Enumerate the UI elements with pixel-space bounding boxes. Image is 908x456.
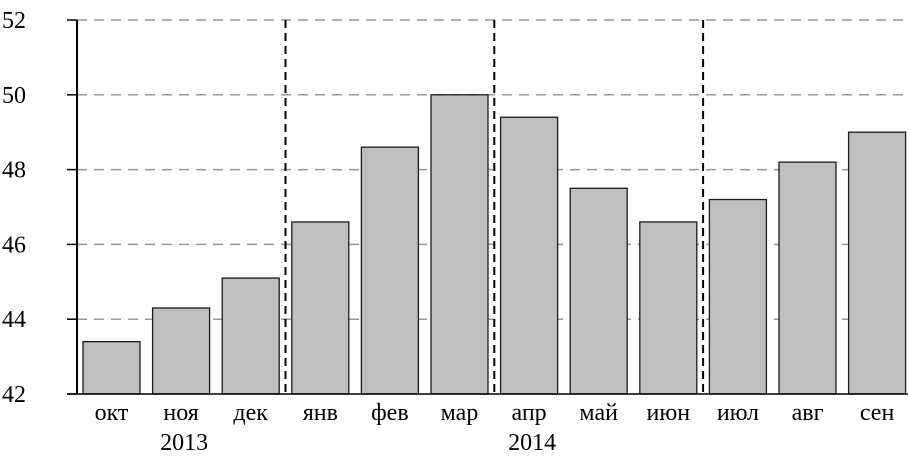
y-tick-label-44: 44 <box>2 307 26 333</box>
bar-дек <box>221 277 280 395</box>
x-tick-label-мар: мар <box>441 400 479 426</box>
year-label-2014: 2014 <box>508 430 556 456</box>
y-tick-label-42: 42 <box>2 382 26 408</box>
bar-июн <box>639 221 698 395</box>
separator-layer <box>284 20 705 394</box>
year-labels: 2013 2014 <box>160 430 556 456</box>
y-tick-labels: 42 44 46 48 50 52 <box>2 8 77 408</box>
x-tick-label-апр: апр <box>512 400 547 426</box>
bar-фев <box>360 146 420 395</box>
x-tick-label-окт: окт <box>95 400 129 426</box>
bar-мар <box>430 94 489 395</box>
x-tick-label-фев: фев <box>371 400 409 426</box>
x-tick-label-ноя: ноя <box>163 400 198 426</box>
x-tick-label-июн: июн <box>646 400 690 426</box>
x-tick-label-сен: сен <box>860 400 895 426</box>
x-tick-label-янв: янв <box>303 400 338 426</box>
y-tick-label-50: 50 <box>2 83 26 109</box>
bar-янв <box>291 221 350 395</box>
grid-layer <box>77 19 908 320</box>
x-tick-label-авг: авг <box>792 400 824 426</box>
x-tick-label-май: май <box>579 400 618 426</box>
y-tick-label-46: 46 <box>2 232 26 258</box>
x-tick-label-дек: дек <box>233 400 268 426</box>
bar-сен <box>847 131 907 395</box>
bar-май <box>569 187 628 395</box>
bar-ноя <box>151 307 211 395</box>
bar-авг <box>778 161 837 395</box>
x-tick-label-июл: июл <box>717 400 759 426</box>
bar-июл <box>708 198 768 395</box>
bar-окт <box>82 340 141 395</box>
bars-layer <box>82 94 907 395</box>
y-tick-label-48: 48 <box>2 158 26 184</box>
y-tick-label-52: 52 <box>2 8 26 34</box>
bar-апр <box>499 116 559 395</box>
axis-layer <box>67 20 908 395</box>
x-tick-labels: окт ноя дек янв фев мар апр май июн июл авг сен <box>95 400 895 426</box>
year-label-2013: 2013 <box>160 430 208 456</box>
